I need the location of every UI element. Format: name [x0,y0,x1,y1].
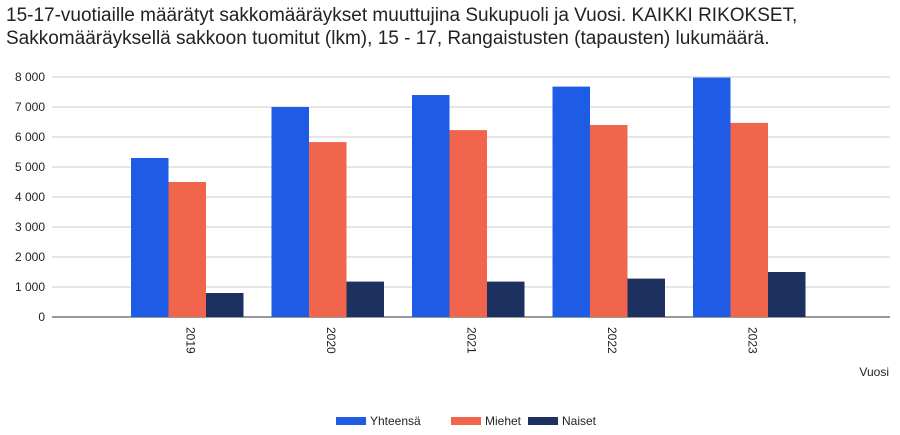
bar-naiset-2021 [487,281,525,317]
y-tick-label: 4 000 [15,190,45,204]
bar-miehet-2019 [168,182,206,317]
x-tick-label: 2020 [324,327,338,354]
bar-naiset-2023 [768,272,806,317]
y-tick-label: 6 000 [15,130,45,144]
bar-naiset-2020 [346,281,384,317]
y-tick-label: 2 000 [15,250,45,264]
legend-swatch-miehet [451,417,481,425]
bar-yhteensä-2019 [131,158,169,317]
bars [131,77,806,318]
legend-label-naiset: Naiset [562,414,597,428]
y-tick-labels: 0 1 000 2 000 3 000 4 000 5 000 6 000 7 000 8 00… [15,70,45,324]
legend-swatch-yhteensä [336,417,366,425]
bar-naiset-2019 [206,293,244,317]
y-tick-label: 1 000 [15,280,45,294]
legend-swatch-naiset [528,417,558,425]
chart-title: 15-17-vuotiaille määrätyt sakkomääräykse… [6,5,798,49]
bar-miehet-2023 [730,122,768,318]
bar-miehet-2020 [309,142,347,317]
legend-label-miehet: Miehet [485,414,522,428]
x-tick-label: 2019 [183,327,197,354]
bar-yhteensä-2020 [271,107,309,317]
y-tick-label: 0 [38,310,45,324]
legend: Yhteensä Miehet Naiset [336,414,597,428]
bar-yhteensä-2021 [412,95,450,317]
y-tick-label: 8 000 [15,70,45,84]
bar-yhteensä-2023 [693,77,731,317]
x-tick-label: 2022 [605,327,619,354]
x-axis-label: Vuosi [859,365,889,379]
bar-miehet-2022 [590,125,628,317]
y-tick-label: 5 000 [15,160,45,174]
bar-yhteensä-2022 [552,86,590,317]
y-tick-label: 3 000 [15,220,45,234]
legend-label-yhteensä: Yhteensä [370,414,421,428]
x-tick-labels: 2019 2020 2021 2022 2023 [183,327,759,354]
x-tick-label: 2021 [464,327,478,354]
x-tick-label: 2023 [745,327,759,354]
bar-naiset-2022 [627,278,665,317]
bar-miehet-2021 [449,130,487,317]
y-tick-label: 7 000 [15,100,45,114]
